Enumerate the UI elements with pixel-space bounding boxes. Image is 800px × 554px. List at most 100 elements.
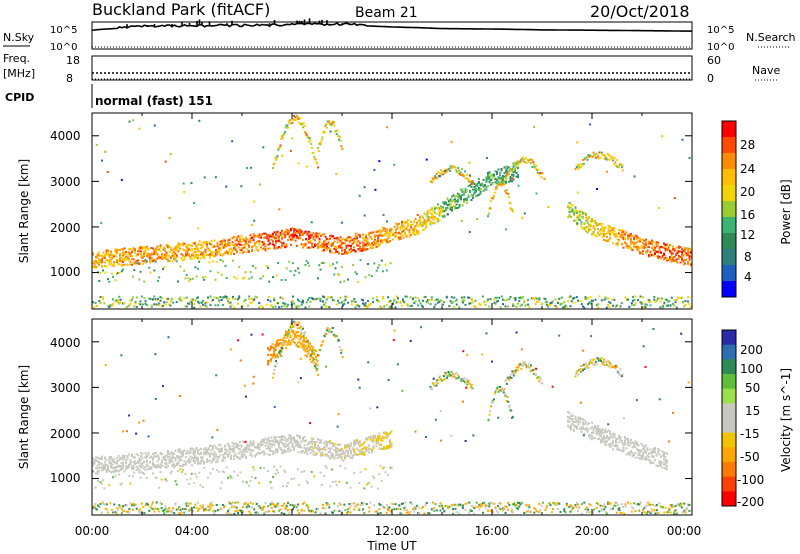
power-point: [438, 219, 441, 222]
velocity-point: [167, 452, 169, 455]
power-point: [509, 179, 512, 181]
power-point: [675, 306, 678, 309]
power-point: [387, 241, 390, 243]
power-point: [518, 299, 521, 302]
power-point: [248, 295, 251, 298]
velocity-point: [643, 446, 646, 449]
power-point: [411, 231, 414, 234]
power-point: [159, 257, 162, 260]
power-point: [377, 234, 379, 237]
power-point: [468, 174, 471, 177]
power-point: [275, 233, 277, 236]
velocity-point: [110, 464, 112, 467]
velocity-point: [110, 455, 112, 458]
velocity-point: [224, 452, 226, 455]
power-point: [122, 264, 124, 267]
power-point: [384, 232, 387, 234]
power-point: [203, 250, 205, 253]
power-point: [191, 253, 193, 256]
velocity-point: [663, 452, 665, 455]
velocity-point: [207, 447, 210, 450]
velocity-point: [333, 443, 336, 446]
power-point: [285, 305, 288, 308]
power-point: [609, 234, 611, 237]
power-point: [605, 306, 608, 309]
power-point: [655, 241, 658, 244]
velocity-point: [172, 507, 174, 510]
power-point: [535, 192, 538, 195]
power-point: [600, 232, 602, 235]
power-point: [134, 248, 136, 250]
velocity-point: [92, 461, 94, 464]
power-point: [198, 254, 201, 257]
power-point: [123, 259, 126, 262]
power-point: [660, 257, 662, 260]
power-point: [435, 206, 438, 209]
velocity-point: [289, 341, 292, 344]
velocity-point: [96, 467, 99, 470]
power-point: [573, 297, 576, 299]
velocity-point: [583, 423, 586, 426]
power-point: [308, 297, 311, 299]
velocity-point: [163, 512, 166, 515]
velocity-point: [96, 456, 99, 459]
power-point: [665, 298, 668, 301]
power-point: [99, 258, 102, 261]
velocity-point: [315, 453, 318, 456]
power-point: [622, 233, 625, 236]
power-point: [291, 121, 294, 124]
power-point: [463, 296, 466, 299]
power-point: [682, 263, 685, 266]
power-point: [451, 206, 453, 209]
velocity-point: [366, 438, 369, 441]
velocity-point: [173, 456, 175, 459]
power-point: [374, 188, 377, 191]
power-point: [615, 159, 618, 161]
velocity-point: [573, 430, 575, 433]
velocity-point: [113, 471, 115, 474]
power-point: [690, 256, 692, 259]
power-point: [268, 295, 271, 298]
power-point: [405, 228, 408, 231]
velocity-point: [119, 483, 122, 486]
velocity-point: [303, 337, 305, 339]
power-point: [118, 271, 121, 274]
power-point: [531, 166, 534, 168]
power-point: [387, 236, 390, 239]
power-point: [611, 156, 614, 159]
velocity-point: [183, 511, 186, 514]
power-point: [607, 158, 610, 161]
power-point: [318, 264, 321, 267]
power-point: [422, 224, 424, 227]
power-point: [295, 305, 298, 308]
velocity-point: [119, 456, 121, 459]
nsky-label: N.Sky: [3, 31, 35, 44]
power-point: [460, 195, 462, 198]
power-point: [438, 210, 441, 213]
velocity-point: [271, 343, 274, 346]
power-point: [443, 301, 446, 304]
power-point: [111, 254, 114, 256]
power-point: [417, 231, 420, 234]
power-point: [569, 305, 572, 308]
power-point: [317, 277, 319, 280]
power-point: [303, 125, 306, 127]
power-point: [424, 295, 427, 298]
power-point: [278, 146, 281, 149]
velocity-point: [194, 473, 197, 476]
power-point: [460, 198, 462, 201]
velocity-point: [387, 445, 390, 447]
power-point: [192, 277, 194, 280]
power-point: [630, 246, 632, 249]
power-point: [336, 250, 339, 253]
velocity-point: [141, 452, 144, 455]
power-point: [198, 302, 201, 305]
power-point: [202, 299, 204, 302]
power-point: [586, 158, 589, 161]
power-point: [327, 243, 330, 246]
velocity-point: [116, 462, 118, 465]
velocity-point: [278, 442, 280, 445]
power-point: [375, 298, 378, 301]
power-point: [336, 237, 339, 239]
power-point: [499, 182, 502, 185]
